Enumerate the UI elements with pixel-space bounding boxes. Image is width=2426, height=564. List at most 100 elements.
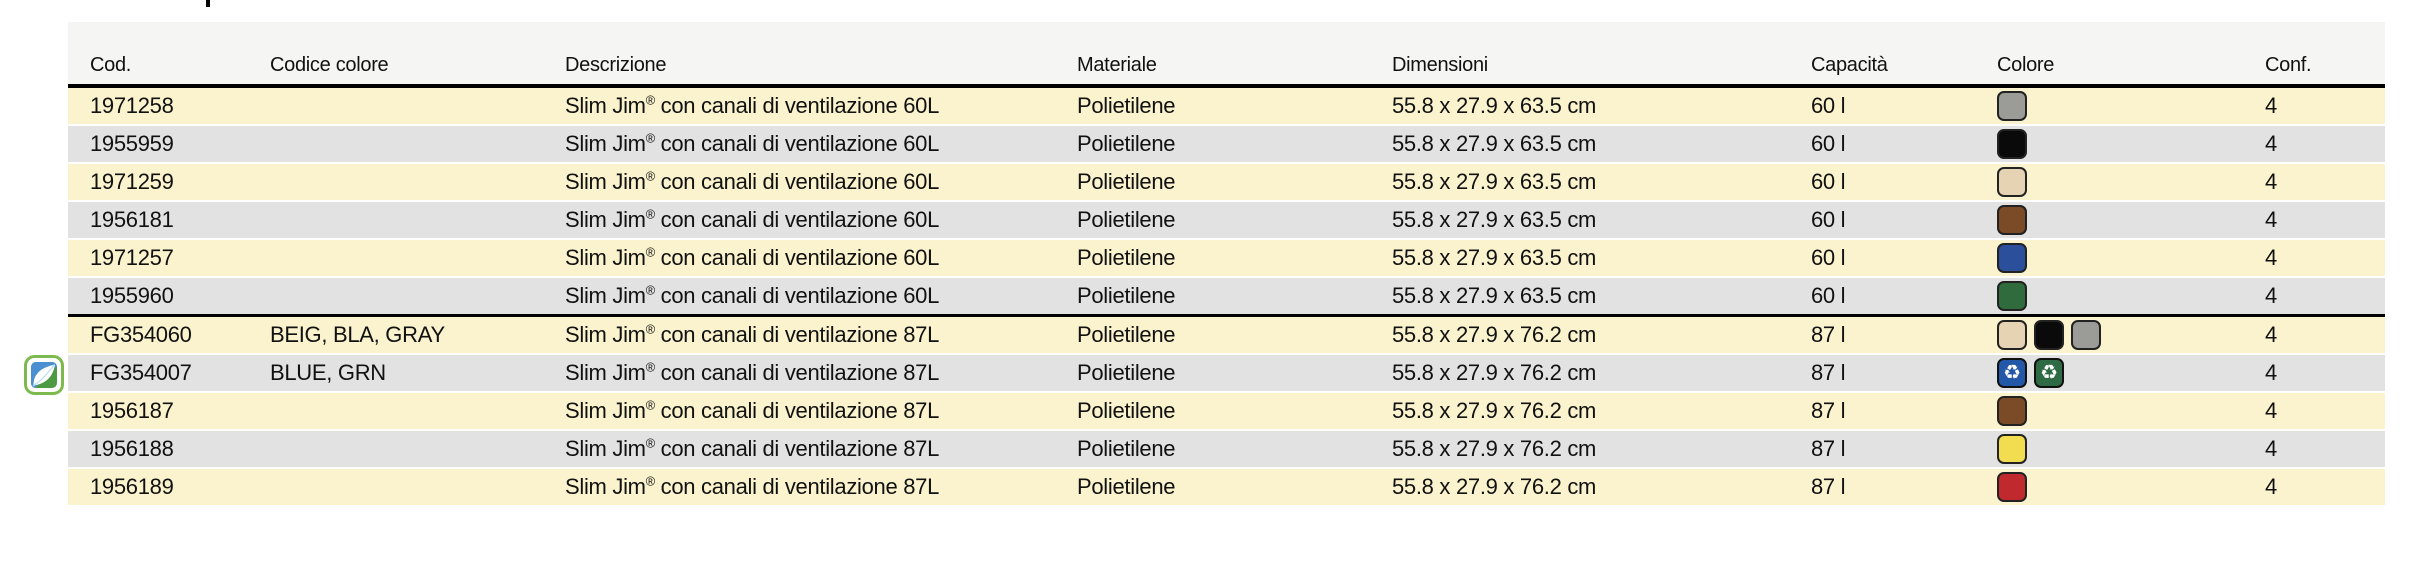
table-row: 1956189 Slim Jim® con canali di ventilaz… bbox=[68, 469, 2385, 507]
cell-colore bbox=[1995, 126, 2255, 162]
cell-conf: 4 bbox=[2265, 398, 2277, 423]
cell-capacita: 87 l bbox=[1811, 360, 1846, 385]
column-header-capacita: Capacità bbox=[1811, 54, 1888, 76]
cell-descrizione: Slim Jim® con canali di ventilazione 87L bbox=[565, 435, 940, 461]
color-swatch bbox=[1997, 205, 2027, 235]
color-swatch bbox=[1997, 472, 2027, 502]
cell-dimensioni: 55.8 x 27.9 x 63.5 cm bbox=[1392, 245, 1597, 270]
eco-leaf-icon bbox=[24, 355, 64, 395]
cell-dimensioni: 55.8 x 27.9 x 63.5 cm bbox=[1392, 169, 1597, 194]
cell-cod: 1971259 bbox=[90, 169, 174, 194]
cell-materiale: Polietilene bbox=[1077, 436, 1176, 461]
cell-dimensioni: 55.8 x 27.9 x 63.5 cm bbox=[1392, 283, 1597, 308]
column-header-descrizione: Descrizione bbox=[565, 54, 667, 76]
table-row: 1971257 Slim Jim® con canali di ventilaz… bbox=[68, 240, 2385, 278]
table-row: 1971259 Slim Jim® con canali di ventilaz… bbox=[68, 164, 2385, 202]
cell-colore bbox=[1995, 202, 2255, 238]
cell-materiale: Polietilene bbox=[1077, 398, 1176, 423]
cell-capacita: 60 l bbox=[1811, 245, 1846, 270]
cell-codice-colore bbox=[270, 164, 565, 200]
cell-dimensioni: 55.8 x 27.9 x 76.2 cm bbox=[1392, 436, 1597, 461]
color-swatch bbox=[1997, 396, 2027, 426]
cell-codice-colore bbox=[270, 202, 565, 238]
cell-materiale: Polietilene bbox=[1077, 245, 1176, 270]
color-swatch bbox=[1997, 91, 2027, 121]
cell-descrizione: Slim Jim® con canali di ventilazione 60L bbox=[565, 282, 940, 308]
cell-capacita: 87 l bbox=[1811, 398, 1846, 423]
cell-dimensioni: 55.8 x 27.9 x 63.5 cm bbox=[1392, 131, 1597, 156]
cell-descrizione: Slim Jim® con canali di ventilazione 87L bbox=[565, 359, 940, 385]
cell-codice-colore bbox=[270, 469, 565, 505]
color-swatch bbox=[1997, 243, 2027, 273]
cell-dimensioni: 55.8 x 27.9 x 76.2 cm bbox=[1392, 474, 1597, 499]
cell-cod: FG354060 bbox=[90, 322, 192, 347]
cell-conf: 4 bbox=[2265, 474, 2277, 499]
cell-colore bbox=[1995, 88, 2255, 124]
cell-dimensioni: 55.8 x 27.9 x 63.5 cm bbox=[1392, 93, 1597, 118]
cell-conf: 4 bbox=[2265, 131, 2277, 156]
column-header-codice-colore: Codice colore bbox=[270, 54, 389, 76]
cell-materiale: Polietilene bbox=[1077, 322, 1176, 347]
column-header-conf: Conf. bbox=[2265, 54, 2312, 76]
cell-dimensioni: 55.8 x 27.9 x 76.2 cm bbox=[1392, 322, 1597, 347]
cell-capacita: 60 l bbox=[1811, 131, 1846, 156]
cell-codice-colore bbox=[270, 431, 565, 467]
cell-descrizione: Slim Jim® con canali di ventilazione 60L bbox=[565, 206, 940, 232]
cell-dimensioni: 55.8 x 27.9 x 76.2 cm bbox=[1392, 360, 1597, 385]
table-row: 1955959 Slim Jim® con canali di ventilaz… bbox=[68, 126, 2385, 164]
table-row: 1971258 Slim Jim® con canali di ventilaz… bbox=[68, 88, 2385, 126]
color-swatch bbox=[2071, 320, 2101, 350]
cell-materiale: Polietilene bbox=[1077, 93, 1176, 118]
cell-codice-colore bbox=[270, 240, 565, 276]
recycle-color-swatch: ♻ bbox=[1997, 358, 2027, 388]
table-header-row: Cod. Codice colore Descrizione Materiale… bbox=[68, 22, 2385, 88]
cell-materiale: Polietilene bbox=[1077, 360, 1176, 385]
cell-colore bbox=[1995, 317, 2255, 353]
cell-descrizione: Slim Jim® con canali di ventilazione 60L bbox=[565, 130, 940, 156]
column-header-cod: Cod. bbox=[90, 54, 132, 76]
cell-cod: 1971257 bbox=[90, 245, 174, 270]
cell-codice-colore bbox=[270, 88, 565, 124]
cell-conf: 4 bbox=[2265, 169, 2277, 194]
cell-dimensioni: 55.8 x 27.9 x 76.2 cm bbox=[1392, 398, 1597, 423]
cell-descrizione: Slim Jim® con canali di ventilazione 60L bbox=[565, 244, 940, 270]
cell-codice-colore bbox=[270, 393, 565, 429]
column-header-materiale: Materiale bbox=[1077, 54, 1157, 76]
color-swatch bbox=[1997, 434, 2027, 464]
cell-descrizione: Slim Jim® con canali di ventilazione 87L bbox=[565, 397, 940, 423]
table-row: FG354060 BEIG, BLA, GRAY Slim Jim® con c… bbox=[68, 317, 2385, 355]
cell-codice-colore: BEIG, BLA, GRAY bbox=[270, 322, 445, 347]
cell-codice-colore: BLUE, GRN bbox=[270, 360, 386, 385]
cell-capacita: 60 l bbox=[1811, 283, 1846, 308]
cell-capacita: 87 l bbox=[1811, 322, 1846, 347]
cell-colore bbox=[1995, 393, 2255, 429]
cell-colore bbox=[1995, 469, 2255, 505]
cell-capacita: 60 l bbox=[1811, 169, 1846, 194]
cell-capacita: 60 l bbox=[1811, 93, 1846, 118]
column-header-colore: Colore bbox=[1997, 54, 2055, 76]
table-row: FG354007 BLUE, GRN Slim Jim® con canali … bbox=[24, 355, 2385, 395]
cell-conf: 4 bbox=[2265, 436, 2277, 461]
cell-materiale: Polietilene bbox=[1077, 207, 1176, 232]
recycle-color-swatch: ♻ bbox=[2034, 358, 2064, 388]
cell-descrizione: Slim Jim® con canali di ventilazione 60L bbox=[565, 168, 940, 194]
cell-descrizione: Slim Jim® con canali di ventilazione 87L bbox=[565, 321, 940, 347]
product-table: Cod. Codice colore Descrizione Materiale… bbox=[24, 22, 2385, 507]
cell-colore bbox=[1995, 431, 2255, 467]
cell-cod: 1955960 bbox=[90, 283, 174, 308]
cell-colore bbox=[1995, 240, 2255, 276]
cell-cod: 1956189 bbox=[90, 474, 174, 499]
cell-cod: 1955959 bbox=[90, 131, 174, 156]
table-row: 1956187 Slim Jim® con canali di ventilaz… bbox=[68, 393, 2385, 431]
column-header-dimensioni: Dimensioni bbox=[1392, 54, 1488, 76]
cell-codice-colore bbox=[270, 278, 565, 314]
cell-materiale: Polietilene bbox=[1077, 474, 1176, 499]
cell-descrizione: Slim Jim® con canali di ventilazione 87L bbox=[565, 473, 940, 499]
cell-cod: 1956181 bbox=[90, 207, 174, 232]
cell-capacita: 60 l bbox=[1811, 207, 1846, 232]
cell-cod: FG354007 bbox=[90, 360, 192, 385]
cell-conf: 4 bbox=[2265, 283, 2277, 308]
color-swatch bbox=[1997, 167, 2027, 197]
color-swatch bbox=[1997, 129, 2027, 159]
